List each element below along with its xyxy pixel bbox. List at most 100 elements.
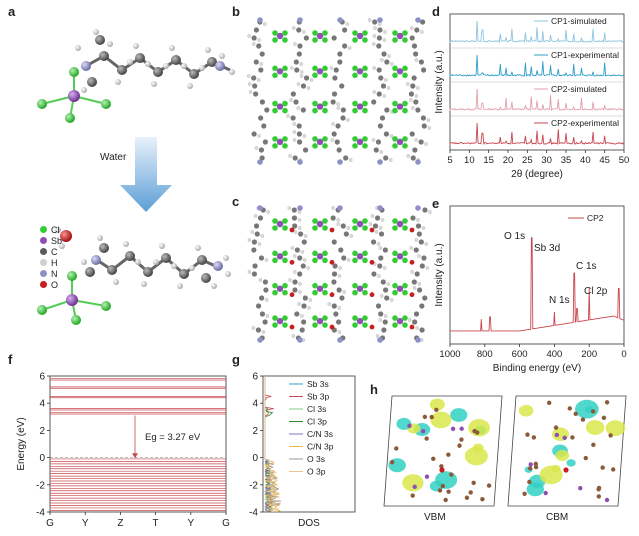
chlorine-atom (312, 289, 318, 296)
chlorine-atom (362, 289, 368, 296)
chlorine-atom (402, 218, 408, 224)
chlorine-atom (392, 107, 398, 114)
hydrogen-atom (347, 258, 351, 262)
carbon-atom (419, 327, 425, 333)
hydrogen-atom (371, 138, 376, 142)
carbon-atom (421, 67, 427, 73)
oxygen-atom (369, 324, 375, 330)
hydrogen-atom (372, 66, 376, 70)
chlorine-atom (392, 225, 398, 231)
hydrogen-atom (389, 298, 394, 302)
carbon-atom (251, 271, 258, 277)
hydrogen-atom (246, 74, 251, 78)
nitrogen-atom (257, 337, 263, 343)
hydrogen-atom (264, 258, 269, 262)
antimony-atom (316, 32, 324, 40)
hydrogen-atom (300, 250, 305, 254)
chlorine-atom (282, 289, 288, 296)
xrd-line-1 (449, 54, 625, 77)
carbon-atom (339, 83, 345, 89)
chlorine-atom (402, 282, 408, 289)
vbm-atom (437, 488, 443, 493)
carbon-atom (258, 147, 265, 153)
legend-label: CP2-simulated (551, 84, 607, 94)
chlorine-atom (392, 257, 398, 264)
vbm-orbital-lobe (468, 419, 490, 437)
carbon-atom (335, 123, 341, 129)
oxygen-atom (329, 324, 335, 330)
antimony-atom (316, 68, 324, 75)
carbon-atom (337, 51, 343, 57)
hydrogen-atom (297, 226, 302, 230)
chlorine-atom (362, 282, 368, 289)
carbon-atom (422, 207, 428, 213)
carbon-atom (373, 147, 379, 153)
antimony-atom (356, 103, 364, 110)
carbon-atom (255, 327, 262, 333)
vbm-atom (450, 426, 456, 432)
carbon-atom (333, 67, 339, 73)
vbm-atom (457, 443, 462, 448)
x-tick-label: 15 (483, 155, 494, 166)
vbm-atom (412, 484, 417, 490)
hydrogen-atom (416, 86, 420, 90)
nitrogen-atom (257, 205, 263, 211)
vbm-atom (443, 497, 448, 503)
chlorine-atom (392, 136, 398, 142)
chlorine-atom (322, 30, 328, 36)
antimony-atom (396, 68, 404, 75)
panel-g-letter: g (232, 352, 240, 367)
antimony-atom (316, 253, 324, 260)
legend-item-o: O (40, 279, 70, 290)
cbm-atom (527, 479, 532, 485)
chlorine-atom (312, 100, 318, 107)
cbm-atom (567, 406, 572, 411)
chlorine-atom (282, 257, 288, 264)
chlorine-atom (282, 250, 288, 257)
legend-label: CP2 (587, 213, 604, 223)
antimony-atom (316, 220, 324, 228)
hydrogen-atom (286, 114, 290, 118)
chlorine-atom (352, 143, 358, 149)
carbon-atom (259, 311, 266, 317)
hydrogen-atom (248, 90, 253, 94)
nitrogen-atom (257, 159, 263, 165)
carbon-atom (296, 51, 302, 57)
chlorine-atom (362, 143, 368, 149)
hydrogen-atom (378, 246, 383, 250)
carbon-atom (339, 295, 345, 301)
peak-annotation: Cl 2p (584, 286, 608, 297)
carbon-atom (420, 19, 426, 25)
antimony-atom (356, 138, 364, 146)
carbon-atom (380, 83, 387, 89)
vbm-atom (429, 414, 434, 420)
antimony-atom (396, 103, 404, 110)
carbon-atom (382, 319, 388, 325)
carbon-atom (420, 115, 427, 121)
carbon-atom (258, 67, 264, 73)
chlorine-atom (352, 250, 358, 257)
chlorine-atom (282, 322, 288, 328)
hydrogen-atom (409, 246, 413, 250)
carbon-atom (258, 115, 264, 121)
hydrogen-atom (289, 98, 293, 102)
vbm-atom (459, 437, 464, 442)
chlorine-atom (312, 143, 318, 149)
carbon-atom (377, 123, 383, 129)
legend-label: C/N 3p (307, 442, 334, 452)
nitrogen-atom (337, 159, 343, 165)
carbon-atom (331, 131, 337, 137)
legend-label: H (51, 257, 58, 268)
cbm-orbital-lobe (526, 482, 545, 497)
carbon-atom (371, 99, 377, 105)
carbon-atom (296, 131, 302, 137)
hydrogen-atom (389, 134, 394, 138)
chlorine-atom (402, 289, 408, 296)
hydrogen-atom (415, 326, 419, 330)
carbon-atom (296, 123, 302, 129)
hydrogen-atom (380, 58, 384, 62)
vbm-atom (407, 423, 412, 429)
chlorine-atom (282, 136, 288, 142)
carbon-atom (294, 67, 300, 73)
oxygen-atom (409, 324, 415, 330)
